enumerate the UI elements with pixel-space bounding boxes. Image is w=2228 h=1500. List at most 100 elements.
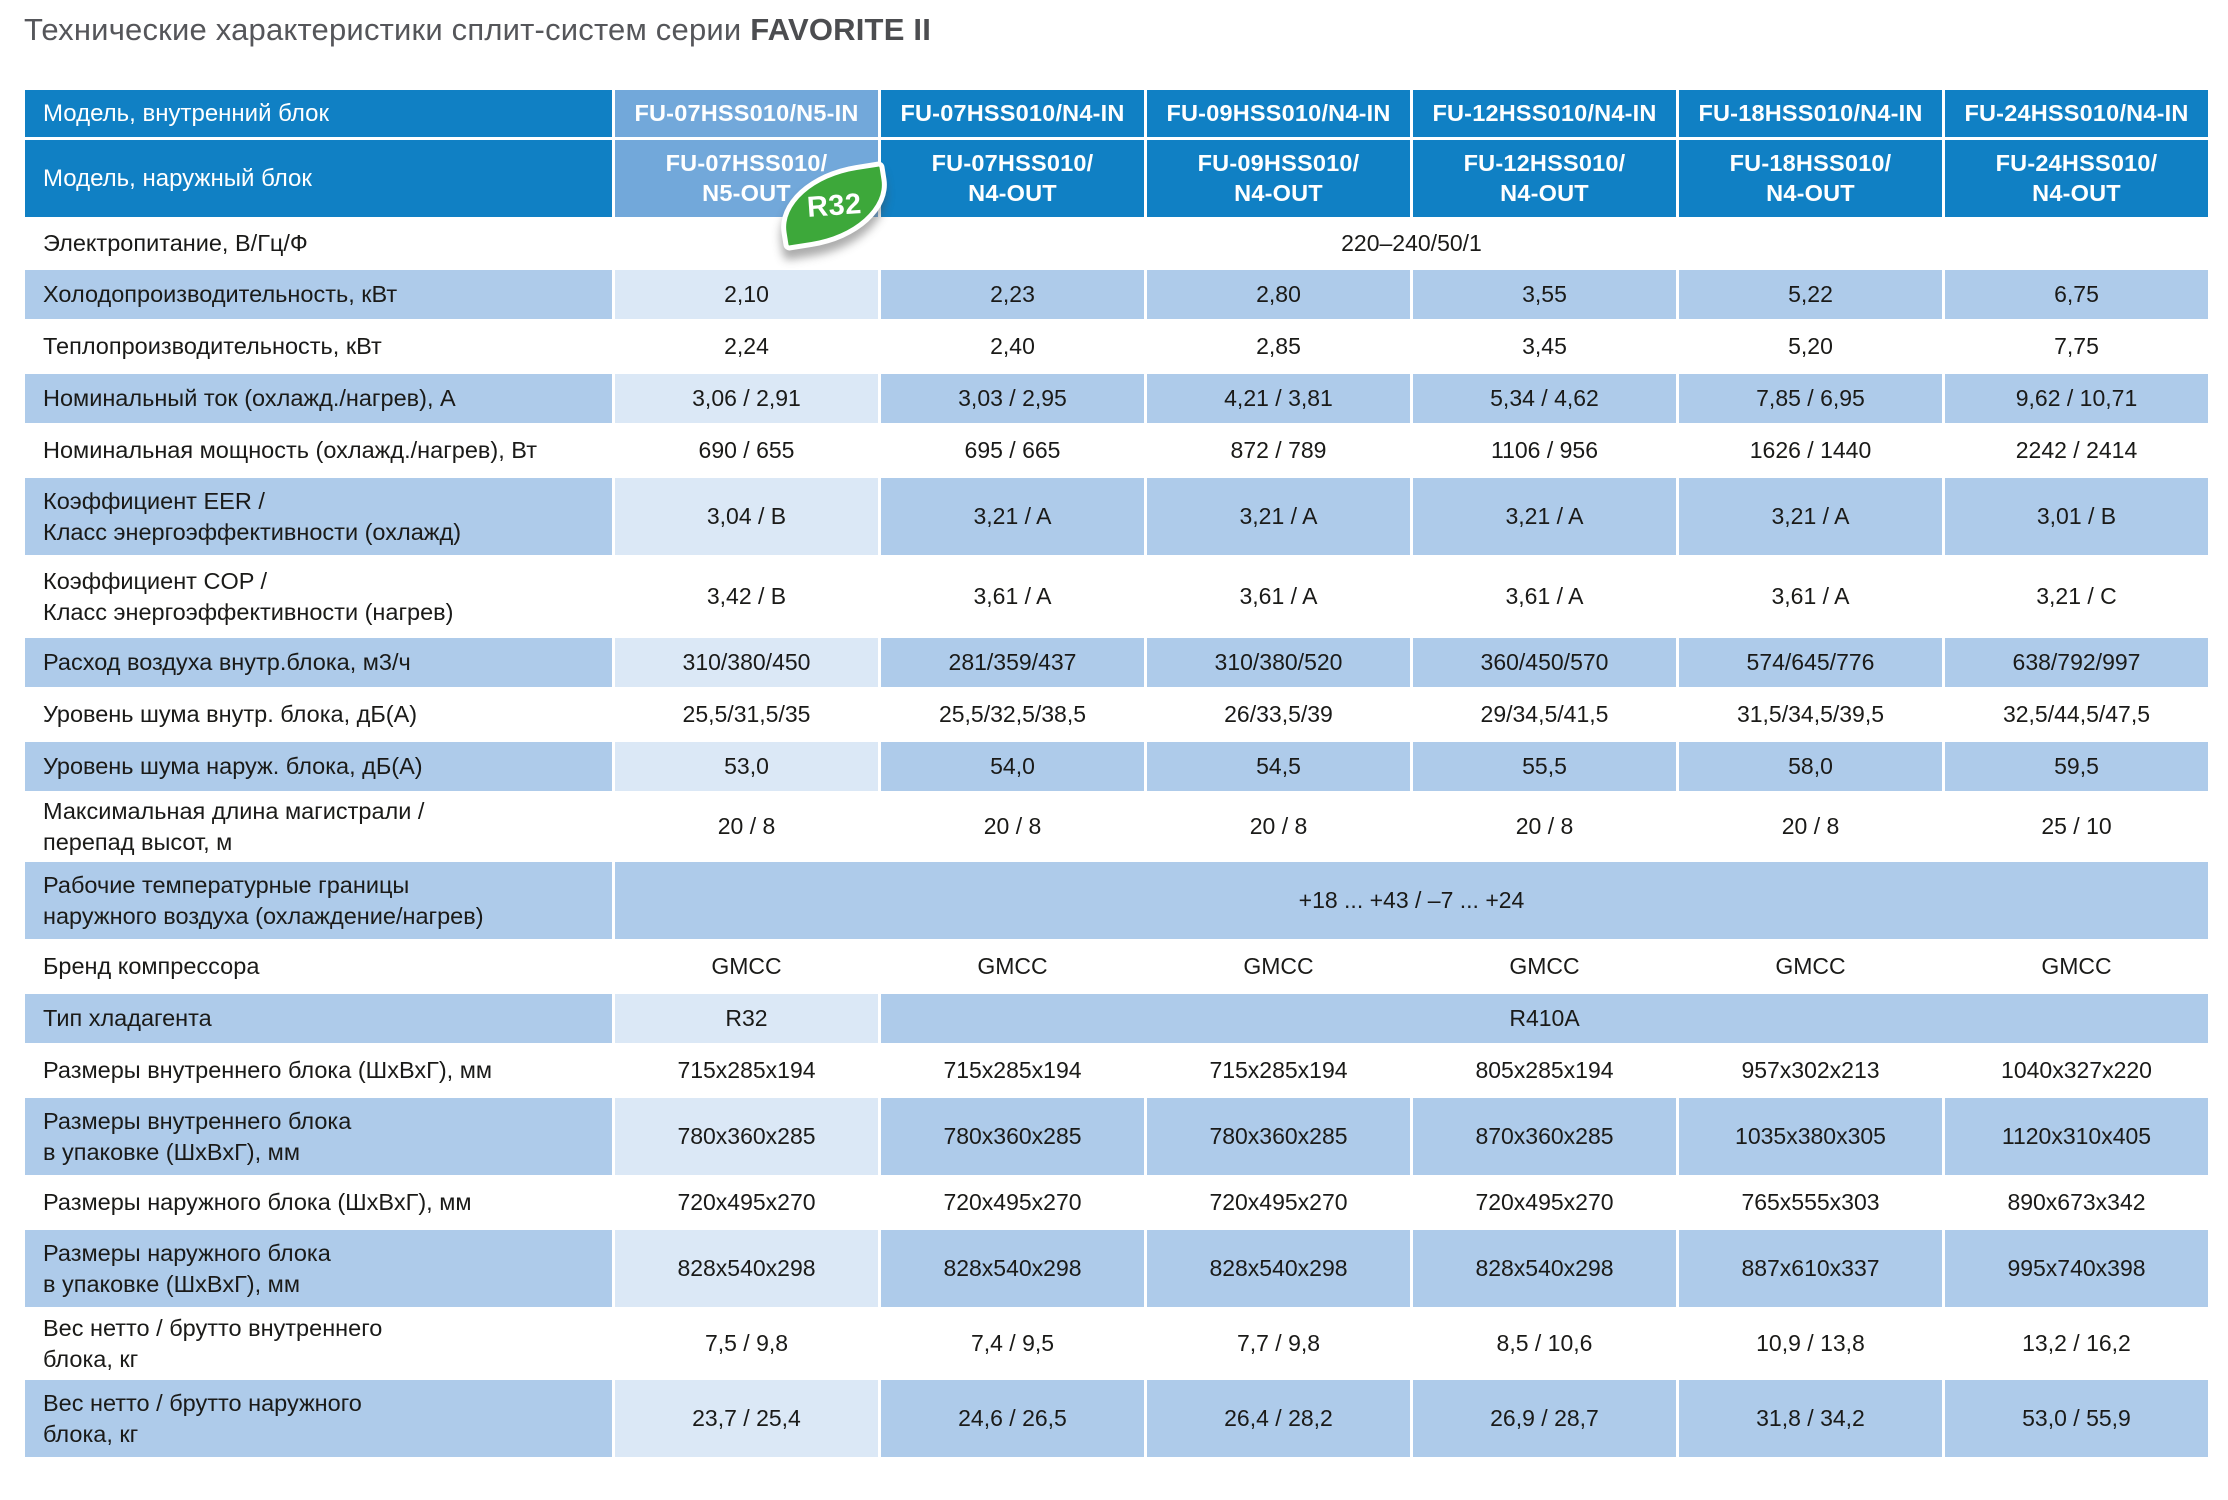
spec-table-body: Электропитание, В/Гц/Ф 220–240/50/1 Холодо… (22, 217, 2211, 1460)
spec-merged-value: 220–240/50/1 (612, 217, 2211, 270)
spec-value-col-1: R32 (612, 991, 881, 1046)
spec-value-col-4: 870x360x285 (1410, 1095, 1679, 1178)
spec-row-label: Электропитание, В/Гц/Ф (22, 217, 615, 270)
spec-value-col-2: 695 / 665 (878, 423, 1147, 478)
spec-value-col-3: 3,21 / A (1144, 475, 1413, 558)
spec-value-col-6: 995x740x398 (1942, 1227, 2211, 1310)
page-title: Технические характеристики сплит-систем … (24, 12, 931, 48)
spec-value-col-5: 887x610x337 (1676, 1227, 1945, 1310)
spec-value-col-1: 23,7 / 25,4 (612, 1377, 881, 1460)
spec-value-col-6: 7,75 (1942, 319, 2211, 374)
spec-row-label: Уровень шума наруж. блока, дБ(А) (22, 739, 615, 794)
spec-row-label: Размеры внутреннего блока (ШхВхГ), мм (22, 1043, 615, 1098)
spec-row-label: Уровень шума внутр. блока, дБ(А) (22, 687, 615, 742)
indoor-model-col-6: FU-24HSS010/N4-IN (1942, 87, 2211, 140)
spec-value-col-2: 780x360x285 (878, 1095, 1147, 1178)
spec-row-17: Размеры наружного блока (ШхВхГ), мм 720x4… (22, 1175, 2211, 1230)
spec-value-col-6: 638/792/997 (1942, 635, 2211, 690)
indoor-model-col-1: FU-07HSS010/N5-IN (612, 87, 881, 140)
spec-value-col-2: 715x285x194 (878, 1043, 1147, 1098)
spec-value-col-3: 2,80 (1144, 267, 1413, 322)
spec-value-col-3: 54,5 (1144, 739, 1413, 794)
outdoor-model-col-6: FU-24HSS010/ N4-OUT (1942, 137, 2211, 220)
spec-row-label: Тип хладагента (22, 991, 615, 1046)
spec-value-col-5: 957x302x213 (1676, 1043, 1945, 1098)
spec-row-label: Вес нетто / брутто наружного блока, кг (22, 1377, 615, 1460)
spec-row-20: Вес нетто / брутто наружного блока, кг 23… (22, 1377, 2211, 1460)
spec-row-label: Расход воздуха внутр.блока, м3/ч (22, 635, 615, 690)
spec-value-col-3: 872 / 789 (1144, 423, 1413, 478)
spec-value-col-4: 3,55 (1410, 267, 1679, 322)
spec-row-6: Коэффициент EER / Класс энергоэффективно… (22, 475, 2211, 558)
spec-value-col-4: GMCC (1410, 939, 1679, 994)
spec-value-col-1: 720x495x270 (612, 1175, 881, 1230)
spec-value-col-6: 3,01 / B (1942, 475, 2211, 558)
outdoor-model-col-4: FU-12HSS010/ N4-OUT (1410, 137, 1679, 220)
spec-row-16: Размеры внутреннего блока в упаковке (Шх… (22, 1095, 2211, 1178)
spec-value-col-1: 25,5/31,5/35 (612, 687, 881, 742)
spec-value-col-3: 780x360x285 (1144, 1095, 1413, 1178)
spec-value-col-1: 828x540x298 (612, 1227, 881, 1310)
outdoor-model-header-label: Модель, наружный блок (22, 137, 615, 220)
spec-row-2: Холодопроизводительность, кВт 2,10 2,23 2,8… (22, 267, 2211, 322)
indoor-model-col-3: FU-09HSS010/N4-IN (1144, 87, 1413, 140)
spec-row-label: Коэффициент COP / Класс энергоэффективно… (22, 555, 615, 638)
spec-value-col-2: GMCC (878, 939, 1147, 994)
spec-value-col-4: 5,34 / 4,62 (1410, 371, 1679, 426)
spec-value-col-4: 20 / 8 (1410, 791, 1679, 862)
spec-value-col-2: 281/359/437 (878, 635, 1147, 690)
spec-value-col-5: 31,8 / 34,2 (1676, 1377, 1945, 1460)
spec-value-col-5: 10,9 / 13,8 (1676, 1307, 1945, 1380)
spec-row-3: Теплопроизводительность, кВт 2,24 2,40 2,85… (22, 319, 2211, 374)
indoor-model-header-label: Модель, внутренний блок (22, 87, 615, 140)
spec-value-col-5: 20 / 8 (1676, 791, 1945, 862)
spec-value-col-5: GMCC (1676, 939, 1945, 994)
outdoor-model-col-2: FU-07HSS010/ N4-OUT (878, 137, 1147, 220)
spec-value-col-6: 3,21 / C (1942, 555, 2211, 638)
indoor-model-col-2: FU-07HSS010/N4-IN (878, 87, 1147, 140)
spec-value-col-2: 828x540x298 (878, 1227, 1147, 1310)
outdoor-model-row: Модель, наружный блок FU-07HSS010/ N5-OU… (22, 137, 2211, 252)
spec-row-label: Теплопроизводительность, кВт (22, 319, 615, 374)
spec-value-col-1: 53,0 (612, 739, 881, 794)
title-series: FAVORITE II (750, 12, 932, 47)
spec-value-col-3: 3,61 / A (1144, 555, 1413, 638)
spec-row-label: Максимальная длина магистрали / перепад … (22, 791, 615, 862)
spec-value-col-4: 3,45 (1410, 319, 1679, 374)
spec-value-col-5: 5,22 (1676, 267, 1945, 322)
spec-value-col-4: 8,5 / 10,6 (1410, 1307, 1679, 1380)
spec-value-col-4: 720x495x270 (1410, 1175, 1679, 1230)
spec-value-col-5: 7,85 / 6,95 (1676, 371, 1945, 426)
indoor-model-col-4: FU-12HSS010/N4-IN (1410, 87, 1679, 140)
outdoor-model-col-3: FU-09HSS010/ N4-OUT (1144, 137, 1413, 220)
spec-value-col-3: 715x285x194 (1144, 1043, 1413, 1098)
spec-row-18: Размеры наружного блока в упаковке (ШхВх… (22, 1227, 2211, 1310)
spec-row-11: Максимальная длина магистрали / перепад … (22, 791, 2211, 862)
spec-merged-value: +18 ... +43 / –7 ... +24 (612, 859, 2211, 942)
spec-value-col-4: 3,21 / A (1410, 475, 1679, 558)
spec-value-col-4: 1106 / 956 (1410, 423, 1679, 478)
spec-value-col-4: 3,61 / A (1410, 555, 1679, 638)
spec-value-col-3: 310/380/520 (1144, 635, 1413, 690)
spec-value-col-2: 25,5/32,5/38,5 (878, 687, 1147, 742)
spec-row-5: Номинальная мощность (охлажд./нагрев), В… (22, 423, 2211, 478)
spec-value-col-2: 3,21 / A (878, 475, 1147, 558)
spec-value-col-5: 1626 / 1440 (1676, 423, 1945, 478)
spec-value-col-3: GMCC (1144, 939, 1413, 994)
spec-value-col-1: 3,06 / 2,91 (612, 371, 881, 426)
spec-row-9: Уровень шума внутр. блока, дБ(А) 25,5/31,… (22, 687, 2211, 742)
spec-value-col-2: 7,4 / 9,5 (878, 1307, 1147, 1380)
spec-row-10: Уровень шума наруж. блока, дБ(А) 53,0 54,0… (22, 739, 2211, 794)
spec-value-col-3: 828x540x298 (1144, 1227, 1413, 1310)
spec-value-col-6: 9,62 / 10,71 (1942, 371, 2211, 426)
spec-row-label: Номинальный ток (охлажд./нагрев), А (22, 371, 615, 426)
outdoor-model-col-1: FU-07HSS010/ N5-OUT R32 (612, 137, 896, 252)
spec-row-7: Коэффициент COP / Класс энергоэффективно… (22, 555, 2211, 638)
spec-row-label: Коэффициент EER / Класс энергоэффективно… (22, 475, 615, 558)
spec-value-col-1: 3,04 / B (612, 475, 881, 558)
spec-value-col-1: 7,5 / 9,8 (612, 1307, 881, 1380)
spec-value-col-2: 54,0 (878, 739, 1147, 794)
spec-value-col-1: 780x360x285 (612, 1095, 881, 1178)
spec-value-col-6: 32,5/44,5/47,5 (1942, 687, 2211, 742)
